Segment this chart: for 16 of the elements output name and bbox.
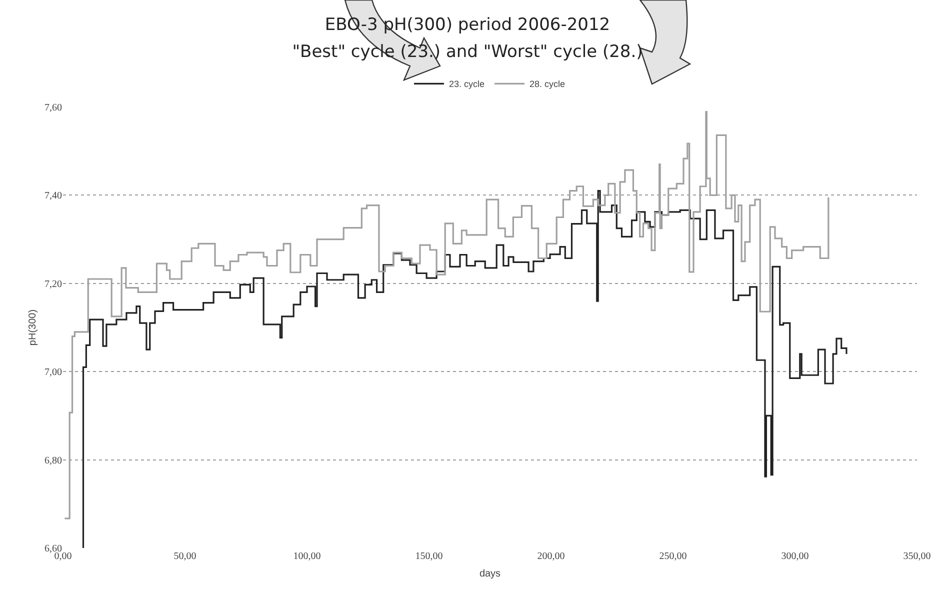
legend-label: 28. cycle bbox=[530, 79, 566, 90]
y-axis-title: pH(300) bbox=[28, 309, 38, 346]
x-axis-title: days bbox=[479, 568, 501, 580]
y-tick-label: 7,40 bbox=[44, 190, 62, 202]
y-tick-label: 7,60 bbox=[44, 102, 62, 114]
x-tick-label: 50,00 bbox=[174, 551, 196, 562]
y-tick-label: 7,20 bbox=[44, 278, 62, 290]
y-tick-label: 6,80 bbox=[44, 455, 62, 466]
legend-label: 23. cycle bbox=[449, 79, 485, 90]
y-tick-label: 7,00 bbox=[44, 367, 62, 378]
x-tick-label: 300,00 bbox=[781, 551, 809, 562]
x-tick-label: 100,00 bbox=[293, 551, 321, 562]
x-tick-label: 150,00 bbox=[415, 551, 443, 562]
x-tick-label: 200,00 bbox=[537, 551, 565, 562]
x-tick-label: 250,00 bbox=[659, 551, 687, 562]
x-tick-label: 350,00 bbox=[903, 551, 931, 562]
